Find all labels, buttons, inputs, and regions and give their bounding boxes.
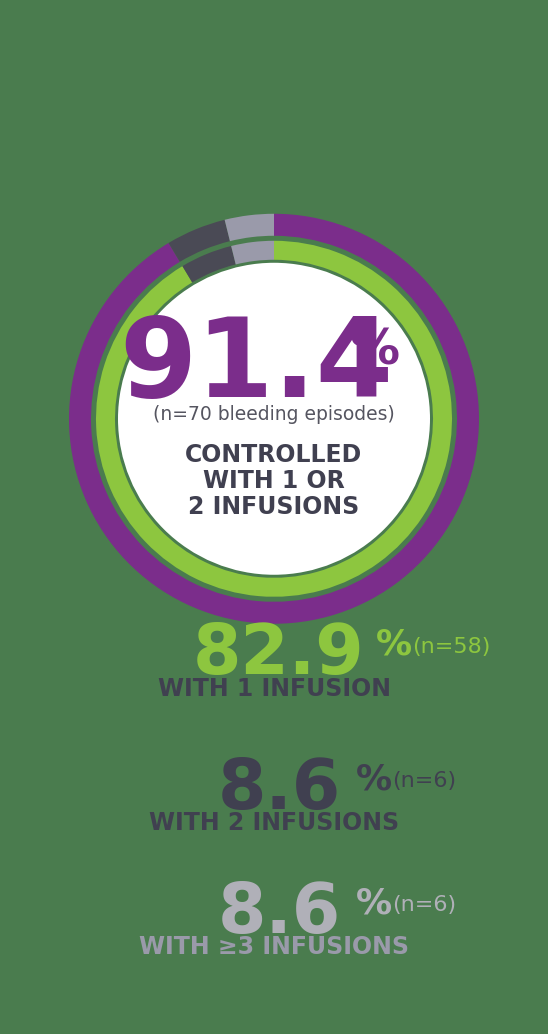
Text: (n=70 bleeding episodes): (n=70 bleeding episodes) <box>153 405 395 424</box>
Text: 91.4: 91.4 <box>119 313 393 420</box>
Text: 2 INFUSIONS: 2 INFUSIONS <box>189 495 359 519</box>
Wedge shape <box>225 214 274 241</box>
Text: (n=6): (n=6) <box>392 771 456 791</box>
Wedge shape <box>69 214 479 624</box>
Text: 8.6: 8.6 <box>218 880 341 947</box>
Text: (n=58): (n=58) <box>412 637 490 657</box>
Wedge shape <box>182 246 236 282</box>
Text: (n=6): (n=6) <box>392 895 456 915</box>
Text: %: % <box>356 886 392 920</box>
Text: %: % <box>376 628 412 662</box>
Text: WITH 2 INFUSIONS: WITH 2 INFUSIONS <box>149 812 399 835</box>
Wedge shape <box>96 241 452 597</box>
Text: 8.6: 8.6 <box>218 756 341 823</box>
Text: CONTROLLED: CONTROLLED <box>185 443 363 466</box>
Text: %: % <box>356 762 392 796</box>
Text: WITH ≥3 INFUSIONS: WITH ≥3 INFUSIONS <box>139 936 409 960</box>
Wedge shape <box>231 241 274 265</box>
Text: WITH 1 OR: WITH 1 OR <box>203 468 345 493</box>
Text: 82.9: 82.9 <box>193 621 365 689</box>
Wedge shape <box>169 220 230 262</box>
Text: WITH 1 INFUSION: WITH 1 INFUSION <box>157 677 391 701</box>
Text: %: % <box>349 327 399 374</box>
Circle shape <box>118 263 430 575</box>
